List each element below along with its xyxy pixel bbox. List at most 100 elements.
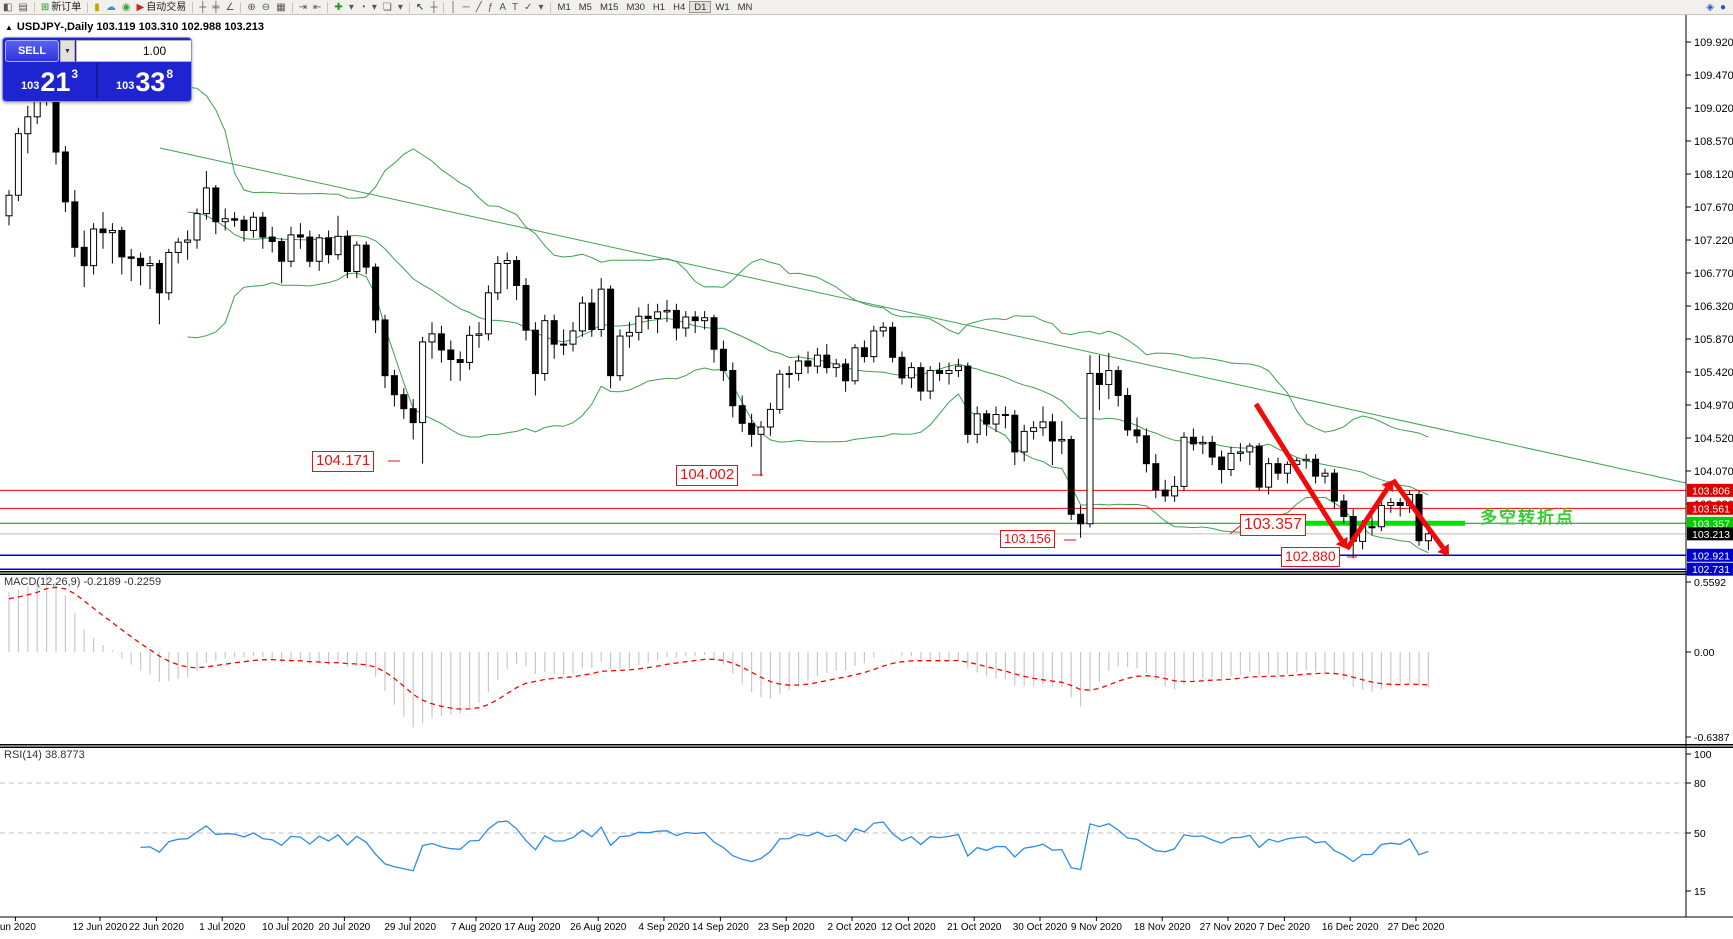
- date-label: 30 Oct 2020: [1013, 922, 1068, 933]
- axis-price-badge: [1687, 483, 1733, 497]
- candle: [221, 218, 229, 223]
- timeframe-button-m1[interactable]: M1: [557, 1, 571, 13]
- add-indicator-icon[interactable]: ✚: [334, 1, 343, 13]
- crosshair-h-icon[interactable]: ┼: [199, 1, 207, 13]
- trend-arrow[interactable]: [1253, 402, 1344, 542]
- candle: [278, 240, 286, 262]
- candle: [99, 228, 107, 234]
- panel-splitter[interactable]: [0, 573, 1733, 576]
- sell-button[interactable]: SELL: [5, 40, 59, 62]
- candle: [738, 405, 746, 424]
- period-dropdown-icon[interactable]: ▾: [371, 1, 377, 13]
- shapes-dropdown-icon[interactable]: ▾: [538, 1, 544, 13]
- timeframe-button-w1[interactable]: W1: [715, 1, 730, 13]
- new-order-icon[interactable]: ⊞ 新订单: [40, 1, 82, 13]
- toolbar-separator: [192, 1, 194, 13]
- zoom-out-icon[interactable]: ⊖: [261, 1, 271, 13]
- vertical-line-icon[interactable]: │: [450, 1, 457, 13]
- descending-trendline[interactable]: [159, 147, 1686, 484]
- trend-arrow[interactable]: [1390, 478, 1446, 550]
- candle: [249, 216, 257, 231]
- price-annotation-box[interactable]: 103.357: [1240, 514, 1306, 536]
- timeframe-button-h1[interactable]: H1: [652, 1, 666, 13]
- tile-windows-icon[interactable]: ▦: [276, 1, 286, 13]
- candle: [663, 309, 671, 313]
- panel-splitter[interactable]: [0, 916, 1733, 918]
- date-label: 10 Jul 2020: [262, 922, 314, 933]
- candle: [155, 262, 163, 294]
- crosshair-v-icon[interactable]: ╪: [212, 1, 220, 13]
- candle: [118, 229, 126, 258]
- price-annotation-box[interactable]: 104.002: [676, 465, 739, 486]
- angle-icon[interactable]: ∠: [225, 1, 235, 13]
- candle: [409, 408, 417, 424]
- buy-price-sup: 8: [166, 67, 174, 81]
- trendline-icon[interactable]: ╱: [475, 1, 482, 13]
- candle: [71, 201, 79, 248]
- auto-scroll-icon[interactable]: ⇤: [313, 1, 322, 13]
- new-chart-icon[interactable]: ◧: [3, 1, 13, 13]
- autotrading-icon[interactable]: ▶ 自动交易: [136, 1, 187, 13]
- axis-tick-label: 105.870: [1694, 334, 1733, 346]
- shapes-icon[interactable]: ✓: [524, 1, 533, 13]
- toolbar-separator: [408, 1, 410, 13]
- timeframe-button-m30[interactable]: M30: [626, 1, 645, 13]
- timeframe-button-m15[interactable]: M15: [599, 1, 619, 13]
- candle: [1208, 441, 1216, 458]
- signals-icon[interactable]: ◉: [121, 1, 131, 13]
- fibonacci-icon[interactable]: ƒ: [487, 1, 494, 13]
- axis-tick-label: 109.020: [1694, 103, 1733, 115]
- candle: [503, 260, 511, 264]
- panel-splitter[interactable]: [0, 744, 1733, 746]
- template-dropdown-icon[interactable]: ▾: [397, 1, 403, 13]
- timeframe-button-m5[interactable]: M5: [578, 1, 592, 13]
- timeframe-button-h4[interactable]: H4: [673, 1, 686, 13]
- turning-point-note[interactable]: 多空转折点: [1480, 508, 1575, 527]
- panel-splitter[interactable]: [0, 571, 1733, 573]
- period-icon[interactable]: ◔: [359, 1, 366, 13]
- community-icon[interactable]: ☁: [105, 1, 116, 13]
- toolbar-separator: [549, 1, 551, 13]
- text-label-icon[interactable]: T: [512, 1, 519, 13]
- axis-price-badge-text: 102.921: [1692, 550, 1730, 562]
- profiles-icon[interactable]: ▤: [18, 1, 28, 13]
- candle: [5, 194, 13, 217]
- candle: [1396, 502, 1404, 506]
- buy-price-button[interactable]: 103 33 8: [98, 63, 191, 98]
- candle: [729, 370, 737, 407]
- sell-price-button[interactable]: 103 21 3: [3, 63, 98, 98]
- price-annotation-box[interactable]: 102.880: [1281, 547, 1340, 567]
- chart-shift-icon[interactable]: ⇥: [298, 1, 308, 13]
- deposit-icon[interactable]: ▮: [94, 1, 100, 13]
- panel-collapse-icon[interactable]: ▲: [5, 22, 13, 32]
- trend-arrow[interactable]: [1344, 486, 1390, 551]
- cursor-icon[interactable]: ↖: [415, 1, 425, 13]
- axis-tick-label: 109.920: [1694, 37, 1733, 49]
- symbol-ohlc-line: ▲ USDJPY-,Daily 103.119 103.310 102.988 …: [5, 21, 264, 33]
- indicator-dropdown-icon[interactable]: ▾: [348, 1, 354, 13]
- timeframe-button-d1[interactable]: D1: [689, 1, 712, 13]
- candle: [1086, 372, 1094, 525]
- candle: [174, 241, 182, 253]
- price-annotation-box[interactable]: 104.171: [312, 451, 375, 472]
- volume-input[interactable]: [76, 40, 191, 62]
- connection-icon[interactable]: ●: [1719, 1, 1726, 13]
- candle: [1189, 436, 1197, 445]
- candle: [813, 354, 821, 367]
- timeframe-button-mn[interactable]: MN: [737, 1, 753, 13]
- panel-splitter[interactable]: [0, 746, 1733, 749]
- date-label: 12 Oct 2020: [881, 922, 936, 933]
- price-annotation-box[interactable]: 103.156: [1000, 530, 1055, 549]
- candle: [231, 218, 239, 221]
- template-icon[interactable]: ❏: [382, 1, 392, 13]
- axis-tick-label: -0.6387: [1694, 732, 1730, 744]
- candle: [992, 414, 1000, 425]
- candle: [80, 246, 88, 267]
- text-icon[interactable]: A: [499, 1, 507, 13]
- crosshair-icon[interactable]: ┼: [430, 1, 438, 13]
- zoom-in-icon[interactable]: ⊕: [247, 1, 256, 13]
- community-status-icon[interactable]: ◈: [1706, 1, 1714, 13]
- volume-decrease-button[interactable]: ▼: [60, 40, 75, 62]
- horizontal-line-icon[interactable]: ─: [462, 1, 470, 13]
